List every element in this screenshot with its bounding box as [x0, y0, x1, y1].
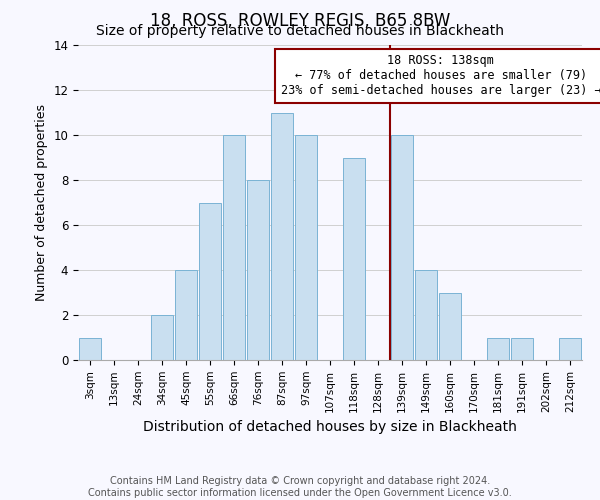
Bar — [151, 315, 173, 360]
Text: Size of property relative to detached houses in Blackheath: Size of property relative to detached ho… — [96, 24, 504, 38]
Y-axis label: Number of detached properties: Number of detached properties — [35, 104, 48, 301]
Bar — [79, 338, 101, 360]
X-axis label: Distribution of detached houses by size in Blackheath: Distribution of detached houses by size … — [143, 420, 517, 434]
Bar — [487, 338, 509, 360]
Bar — [271, 112, 293, 360]
Bar — [247, 180, 269, 360]
Text: 18, ROSS, ROWLEY REGIS, B65 8BW: 18, ROSS, ROWLEY REGIS, B65 8BW — [150, 12, 450, 30]
Bar — [439, 292, 461, 360]
Bar — [511, 338, 533, 360]
Text: Contains HM Land Registry data © Crown copyright and database right 2024.
Contai: Contains HM Land Registry data © Crown c… — [88, 476, 512, 498]
Bar — [559, 338, 581, 360]
Bar — [199, 202, 221, 360]
Bar — [391, 135, 413, 360]
Bar — [175, 270, 197, 360]
Bar — [223, 135, 245, 360]
Bar — [343, 158, 365, 360]
Bar — [295, 135, 317, 360]
Bar — [415, 270, 437, 360]
Text: 18 ROSS: 138sqm
← 77% of detached houses are smaller (79)
23% of semi-detached h: 18 ROSS: 138sqm ← 77% of detached houses… — [281, 54, 600, 98]
